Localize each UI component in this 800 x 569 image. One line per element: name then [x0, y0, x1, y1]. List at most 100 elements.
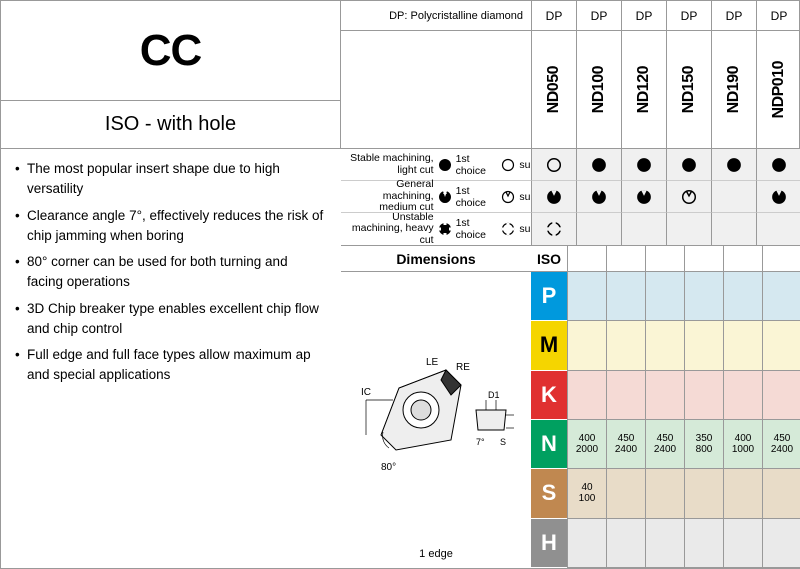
mat-header-cell: [723, 246, 762, 272]
suit-cell: [756, 149, 800, 181]
mat-cell-H: [762, 519, 800, 568]
suit-cell: [756, 213, 800, 245]
legend-row-stable: Stable machining, light cut 1st choice s…: [341, 149, 562, 181]
mat-K: K: [531, 371, 567, 420]
feature-item: The most popular insert shape due to hig…: [15, 159, 327, 200]
suit-cell: [666, 149, 711, 181]
svg-text:IC: IC: [361, 387, 371, 398]
suit-cell: [621, 149, 666, 181]
legend-row-general: General machining, medium cut 1st choice…: [341, 181, 562, 213]
mat-cell-M: [723, 321, 762, 370]
mat-cell-K: [606, 371, 645, 420]
mat-cell-H: [645, 519, 684, 568]
mat-cell-N: 350800: [684, 420, 723, 469]
grade-header-row: ND050 ND100 ND120 ND150 ND190 NDP010: [531, 31, 800, 149]
mat-cell-P: [723, 272, 762, 321]
cross-filled-icon: [438, 222, 452, 236]
dp-note: DP: Polycristalline diamond: [341, 1, 531, 31]
mat-cell-H: [606, 519, 645, 568]
suit-cell: [576, 213, 621, 245]
grade-col: ND050: [531, 31, 576, 148]
material-data-grid: 4002000450240045024003508004001000450240…: [567, 246, 800, 568]
suit-cell: [666, 213, 711, 245]
mat-cell-H: [567, 519, 606, 568]
mat-H: H: [531, 519, 567, 568]
dp-cell: DP: [576, 1, 621, 30]
insert-code: CC: [1, 1, 341, 101]
mat-N: N: [531, 420, 567, 469]
circle-open-icon: [501, 158, 515, 172]
legend-label: Unstable machining, heavy cut: [347, 212, 434, 247]
grade-col: ND120: [621, 31, 666, 148]
spacer: [341, 31, 531, 149]
svg-text:S: S: [500, 437, 506, 447]
grade-col: ND100: [576, 31, 621, 148]
mat-cell-P: [606, 272, 645, 321]
cross-open-icon: [501, 222, 515, 236]
grade-col: NDP010: [756, 31, 800, 148]
mat-cell-M: [645, 321, 684, 370]
mat-header-cell: [606, 246, 645, 272]
mat-cell-S: 40100: [567, 469, 606, 518]
dp-cell: DP: [711, 1, 756, 30]
svg-text:80°: 80°: [381, 462, 396, 473]
suit-cell: [711, 181, 756, 213]
mat-cell-K: [684, 371, 723, 420]
suit-cell: [756, 181, 800, 213]
insert-diagram: LE RE IC 80° D1 7° S 1 edge: [341, 272, 531, 568]
suit-cell: [666, 181, 711, 213]
feature-item: Clearance angle 7°, effectively reduces …: [15, 206, 327, 247]
circle-filled-icon: [438, 158, 452, 172]
mat-cell-M: [567, 321, 606, 370]
dp-cell: DP: [531, 1, 576, 30]
legend-row-unstable: Unstable machining, heavy cut 1st choice…: [341, 213, 562, 245]
iso-header: ISO: [531, 246, 567, 272]
suitability-grid: [531, 149, 800, 246]
diagram-svg: LE RE IC 80° D1 7° S: [351, 340, 521, 500]
mat-cell-M: [762, 321, 800, 370]
mat-cell-N: 4001000: [723, 420, 762, 469]
mat-cell-N: 4502400: [762, 420, 800, 469]
mat-header-cell: [567, 246, 606, 272]
svg-text:D1: D1: [488, 390, 500, 400]
svg-text:LE: LE: [426, 357, 439, 368]
mat-header-cell: [762, 246, 800, 272]
dp-cell: DP: [666, 1, 711, 30]
suit-cell: [711, 213, 756, 245]
mat-cell-P: [645, 272, 684, 321]
feature-list: The most popular insert shape due to hig…: [1, 149, 341, 402]
first-choice-text: 1st choice: [456, 153, 498, 177]
mat-cell-S: [606, 469, 645, 518]
mat-cell-K: [723, 371, 762, 420]
suit-cell: [531, 149, 576, 181]
feature-item: 3D Chip breaker type enables excellent c…: [15, 299, 327, 340]
right-column: DP DP DP DP DP DP ND050 ND100 ND120 ND15…: [531, 1, 800, 568]
mat-cell-P: [762, 272, 800, 321]
grade-col: ND150: [666, 31, 711, 148]
mat-cell-N: 4502400: [645, 420, 684, 469]
svg-text:RE: RE: [456, 362, 470, 373]
mat-cell-M: [606, 321, 645, 370]
insert-subtitle: ISO - with hole: [1, 101, 341, 149]
mat-header-cell: [684, 246, 723, 272]
mat-cell-K: [762, 371, 800, 420]
suit-cell: [621, 213, 666, 245]
svg-text:7°: 7°: [476, 437, 485, 447]
mat-cell-K: [645, 371, 684, 420]
catalog-page: CC ISO - with hole The most popular inse…: [0, 0, 800, 569]
suit-cell: [531, 181, 576, 213]
middle-column: DP: Polycristalline diamond Stable machi…: [341, 1, 531, 568]
dp-header-row: DP DP DP DP DP DP: [531, 1, 800, 31]
grade-col: ND190: [711, 31, 756, 148]
legend-label: Stable machining, light cut: [347, 153, 434, 176]
feature-item: Full edge and full face types allow maxi…: [15, 345, 327, 386]
dimensions-header: Dimensions: [341, 246, 531, 272]
legend-label: General machining, medium cut: [347, 179, 434, 214]
mat-cell-S: [645, 469, 684, 518]
iso-material-table: ISO P M K N S H 400200045024004502400350…: [531, 246, 800, 568]
mat-cell-S: [684, 469, 723, 518]
mat-M: M: [531, 321, 567, 370]
mat-cell-S: [723, 469, 762, 518]
pac-filled-icon: [438, 190, 452, 204]
mat-cell-S: [762, 469, 800, 518]
